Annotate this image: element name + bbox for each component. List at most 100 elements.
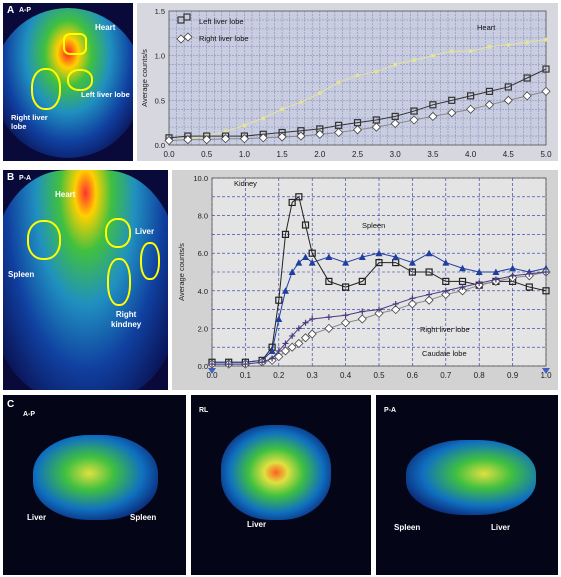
y-tick-label: 4.0 bbox=[198, 287, 208, 296]
panel-c-scan-2: RL Liver bbox=[191, 395, 371, 575]
legend-marker bbox=[183, 32, 193, 42]
data-point bbox=[308, 259, 316, 266]
right-lobe-label: Right liver lobe bbox=[11, 113, 48, 131]
data-point bbox=[430, 53, 435, 58]
data-point bbox=[281, 287, 289, 294]
data-point bbox=[525, 283, 533, 291]
scan-blob bbox=[3, 170, 168, 390]
panel-letter: C bbox=[7, 399, 15, 410]
data-point bbox=[288, 268, 296, 275]
data-point bbox=[542, 65, 550, 73]
view-label: A-P bbox=[19, 7, 32, 14]
data-point bbox=[352, 125, 363, 135]
data-point bbox=[225, 361, 232, 368]
data-point bbox=[492, 276, 499, 283]
x-tick-label: 0.0 bbox=[163, 150, 175, 159]
data-point bbox=[242, 361, 249, 368]
data-point bbox=[275, 296, 283, 304]
data-point bbox=[447, 108, 457, 118]
data-point bbox=[522, 91, 532, 101]
data-point bbox=[509, 264, 517, 272]
liver-label: Liver bbox=[135, 227, 155, 236]
y-axis-label: Average counts/s bbox=[177, 243, 186, 301]
data-point bbox=[359, 308, 366, 315]
annotation: Kidney bbox=[234, 179, 257, 188]
data-point bbox=[325, 253, 333, 260]
roi-left-lobe bbox=[67, 69, 93, 91]
spleen-label: Spleen bbox=[130, 513, 157, 522]
x-tick-label: 5.0 bbox=[540, 150, 552, 159]
plot-border bbox=[168, 10, 547, 146]
y-tick-label: 8.0 bbox=[198, 212, 208, 221]
data-point bbox=[543, 269, 549, 275]
x-tick-label: 1.0 bbox=[239, 150, 251, 159]
roi-spleen bbox=[27, 220, 61, 260]
data-point bbox=[281, 230, 290, 239]
data-point bbox=[295, 193, 303, 201]
data-point bbox=[282, 340, 289, 347]
data-point bbox=[288, 198, 296, 207]
legend-marker bbox=[183, 13, 191, 21]
x-tick-label: 0.1 bbox=[240, 371, 252, 380]
data-point bbox=[220, 134, 231, 144]
data-point bbox=[408, 268, 416, 276]
data-point bbox=[448, 96, 456, 104]
x-tick-label: 0.5 bbox=[201, 150, 213, 159]
x-tick-label: 0.9 bbox=[507, 371, 519, 380]
data-point bbox=[442, 277, 450, 286]
data-point bbox=[542, 287, 550, 295]
data-point bbox=[357, 314, 367, 324]
heart-label: Heart bbox=[95, 23, 116, 32]
data-point bbox=[302, 253, 310, 260]
data-point bbox=[503, 95, 513, 105]
data-point bbox=[449, 49, 454, 54]
data-point bbox=[526, 270, 533, 277]
roi-liver bbox=[105, 218, 131, 248]
x-tick-label: 2.5 bbox=[352, 150, 364, 159]
data-point bbox=[164, 135, 174, 146]
data-point bbox=[409, 295, 416, 302]
data-point bbox=[287, 342, 297, 352]
y-tick-label: 1.0 bbox=[155, 52, 165, 61]
panel-letter: B bbox=[7, 172, 15, 183]
data-point bbox=[487, 44, 492, 49]
data-point bbox=[459, 264, 466, 272]
data-point bbox=[429, 101, 437, 109]
data-point bbox=[269, 355, 276, 362]
data-point bbox=[442, 259, 450, 266]
data-point bbox=[325, 314, 332, 321]
roi-right-lobe bbox=[31, 68, 61, 110]
kidney-label: Right kindney bbox=[111, 310, 142, 329]
heart-label: Heart bbox=[55, 190, 76, 199]
liver-label: Liver bbox=[491, 523, 511, 532]
data-point bbox=[466, 104, 476, 114]
data-point bbox=[475, 268, 483, 275]
axis-marker bbox=[542, 368, 550, 374]
data-point bbox=[239, 134, 249, 144]
data-point bbox=[410, 107, 418, 115]
view-label: A-P bbox=[23, 411, 36, 418]
data-point bbox=[342, 259, 350, 266]
x-tick-label: 2.0 bbox=[314, 150, 326, 159]
annotation: Heart bbox=[477, 23, 496, 32]
x-tick-label: 0.2 bbox=[273, 371, 285, 380]
data-point bbox=[541, 86, 551, 96]
data-point bbox=[358, 253, 366, 260]
spleen-label: Spleen bbox=[8, 270, 35, 279]
legend-label: Right liver lobe bbox=[199, 34, 249, 43]
data-point bbox=[277, 132, 287, 142]
data-point bbox=[307, 329, 317, 339]
y-tick-label: 6.0 bbox=[198, 249, 208, 258]
data-point bbox=[302, 319, 309, 326]
data-point bbox=[334, 127, 344, 138]
legend-marker bbox=[176, 34, 186, 44]
data-point bbox=[242, 123, 247, 128]
data-point bbox=[183, 135, 193, 145]
data-point bbox=[341, 318, 351, 328]
data-point bbox=[296, 131, 306, 141]
x-tick-label: 1.5 bbox=[277, 150, 289, 159]
x-tick-label: 0.6 bbox=[407, 371, 419, 380]
data-point bbox=[457, 286, 468, 296]
data-point bbox=[442, 287, 449, 294]
y-tick-label: 10.0 bbox=[193, 174, 208, 183]
